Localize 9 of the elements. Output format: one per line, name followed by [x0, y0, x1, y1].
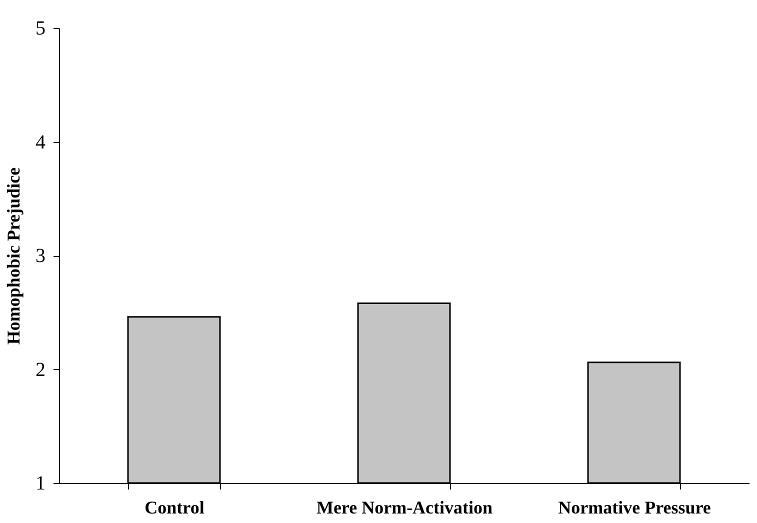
y-tick-label: 1: [36, 472, 46, 494]
y-tick-label: 3: [36, 245, 46, 267]
y-tick-label: 5: [36, 18, 46, 40]
y-tick-label: 2: [36, 358, 46, 381]
y-tick-label: 4: [36, 131, 46, 154]
x-tick-label: Normative Pressure: [558, 498, 711, 518]
x-tick-label: Control: [144, 498, 204, 518]
y-axis-title: Homophobic Prejudice: [4, 167, 24, 345]
x-tick-label: Mere Norm-Activation: [316, 498, 493, 518]
